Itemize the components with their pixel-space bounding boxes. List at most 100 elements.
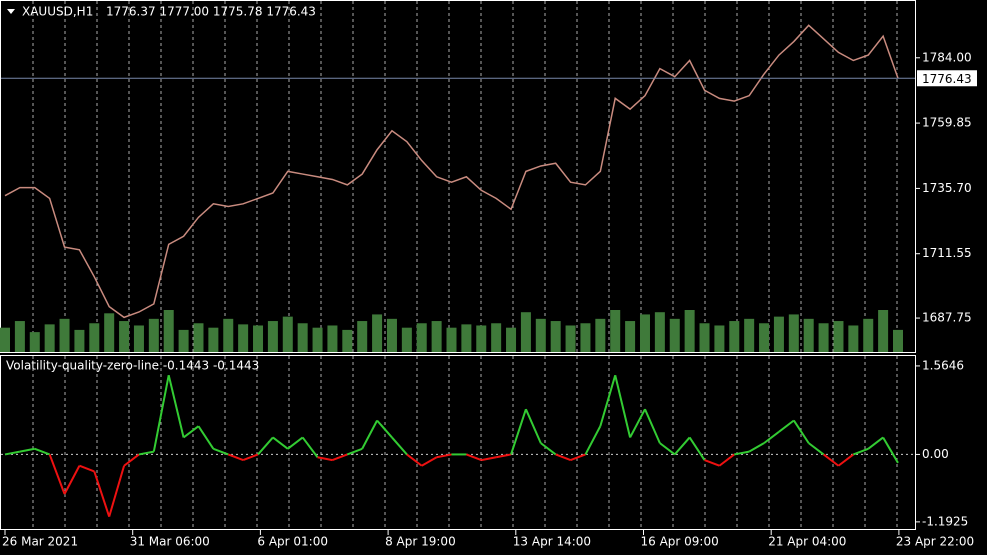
volume-bar (238, 324, 249, 352)
indicator-segment (272, 436, 289, 450)
indicator-segment (867, 436, 884, 450)
volume-bar (0, 327, 10, 352)
volume-bar (744, 318, 755, 352)
indicator-segment (525, 408, 542, 444)
symbol: XAUUSD,H1 (22, 5, 93, 19)
volume-bar (282, 316, 293, 352)
main-frame (0, 0, 916, 353)
indicator-segment (510, 408, 527, 455)
volume-bar (148, 318, 159, 352)
indicator-segment (852, 447, 869, 456)
volume-bar (863, 318, 874, 352)
indicator-segment (287, 436, 304, 450)
volume-bar (431, 321, 442, 352)
indicator-segment (213, 447, 229, 456)
volume-bar (312, 327, 323, 352)
x-tick-label: 26 Mar 2021 (2, 535, 78, 549)
indicator-segment (644, 408, 661, 444)
indicator-segment (4, 450, 21, 456)
volume-bar (178, 329, 189, 352)
volume-bar (610, 310, 621, 352)
volume-bar (491, 323, 502, 352)
indicator-segment (718, 453, 735, 467)
indicator-segment (79, 464, 95, 473)
y-tick-label: 1735.70 (922, 181, 972, 195)
volume-bar (416, 323, 427, 352)
volume-bar (446, 327, 457, 352)
volume-bar (669, 318, 680, 352)
indicator-segment (614, 375, 632, 438)
indicator-segment (332, 453, 348, 462)
volume-bar (878, 310, 889, 352)
indicator-segment (108, 465, 126, 517)
volume-bar (208, 327, 219, 352)
indicator-segment (123, 453, 140, 467)
indicator-segment (673, 436, 691, 456)
menu-arrow[interactable] (7, 9, 15, 14)
indicator-segment (376, 419, 393, 439)
volume-bar (714, 325, 725, 352)
indicator-segment (317, 456, 333, 462)
indicator-segment (301, 436, 319, 458)
y-tick-label: 1759.85 (922, 116, 972, 130)
volume-bar (59, 318, 70, 352)
indicator-segment (778, 419, 795, 433)
volume-bar (565, 325, 576, 352)
volume-bar (74, 329, 85, 352)
volume-bar (119, 321, 130, 352)
x-tick-label: 13 Apr 14:00 (513, 535, 591, 549)
indicator-segment (182, 425, 200, 439)
indicator-segment (659, 442, 676, 456)
volume-bar (104, 313, 115, 352)
volume-bar (729, 321, 740, 352)
volume-bar (133, 325, 144, 352)
current-price-label: 1776.43 (922, 72, 972, 86)
volume-bar (267, 321, 278, 352)
indicator-segment (242, 453, 259, 462)
indicator-segment (555, 453, 571, 462)
volume-bar (639, 314, 650, 352)
indicator-frame (0, 355, 916, 530)
indicator-segment (152, 375, 170, 452)
volume-bar (535, 318, 546, 352)
indicator-segment (34, 447, 51, 456)
indicator-segment (406, 453, 423, 467)
y-tick-label: -1.1925 (922, 514, 968, 528)
x-tick-label: 23 Apr 22:00 (896, 535, 974, 549)
indicator-segment (167, 375, 185, 438)
indicator-segment (436, 453, 452, 459)
volume-bar (759, 323, 770, 352)
volume-bar (788, 314, 799, 352)
x-tick-label: 16 Apr 09:00 (641, 535, 719, 549)
indicator-segment (882, 436, 899, 464)
indicator-segment (629, 408, 646, 438)
volume-bar (818, 323, 829, 352)
indicator-segment (391, 436, 408, 456)
indicator-segment (48, 454, 66, 495)
volume-bar (386, 318, 397, 352)
indicator-segment (734, 450, 750, 456)
grid (1, 1, 915, 530)
indicator-segment (138, 450, 155, 456)
indicator-segment (837, 453, 854, 467)
volume-bar (803, 318, 814, 352)
indicator-segment (570, 453, 586, 462)
x-tick-label: 6 Apr 01:00 (257, 535, 328, 549)
indicator-segment (466, 453, 482, 462)
volume-bar (580, 323, 591, 352)
volume-bar (253, 325, 264, 352)
volume-bar (89, 323, 100, 352)
indicator-segment (704, 459, 720, 467)
indicator-segment (688, 436, 706, 461)
volume-bar (297, 323, 308, 352)
indicator-segment (361, 420, 378, 450)
indicator-segment (808, 442, 825, 456)
plot (0, 24, 915, 517)
volume-bar (893, 329, 903, 352)
volume-bar (327, 325, 338, 352)
x-tick-label: 31 Mar 06:00 (130, 535, 210, 549)
y-tick-label: 1711.55 (922, 246, 972, 260)
volume-bar (506, 327, 517, 352)
volume-bar (550, 321, 561, 352)
